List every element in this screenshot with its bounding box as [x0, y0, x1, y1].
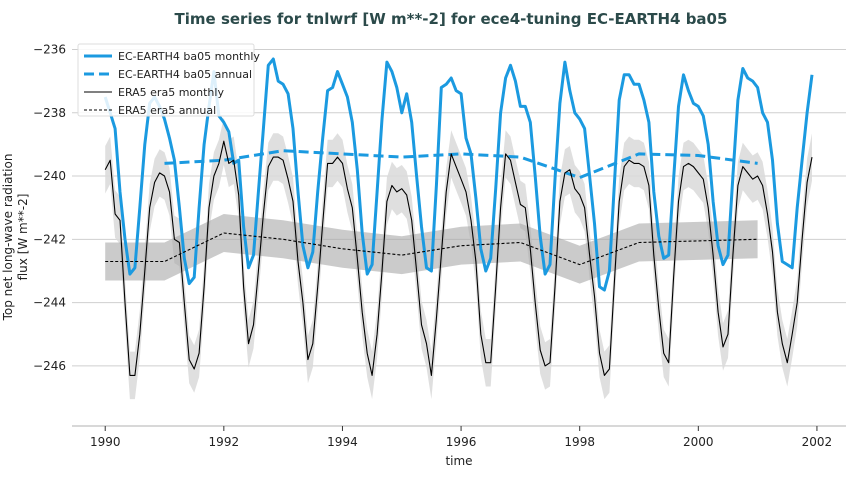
x-tick-label: 1998: [564, 435, 595, 449]
x-tick-label: 1992: [209, 435, 240, 449]
legend-label-era5-era5-annual: ERA5 era5 annual: [118, 104, 216, 117]
y-tick-label: −246: [33, 359, 66, 373]
legend-label-era5-era5-monthly: ERA5 era5 monthly: [118, 86, 224, 99]
y-tick-label: −236: [33, 42, 66, 56]
legend-label-ec-earth4-ba05-monthly: EC-EARTH4 ba05 monthly: [118, 50, 260, 63]
y-ticks: −246 −244 −242 −240 −238 −236: [33, 42, 66, 372]
y-tick-label: −242: [33, 232, 66, 246]
y-axis-label-line-1: Top net long-wave radiation: [1, 154, 15, 322]
x-tick-label: 1994: [327, 435, 358, 449]
y-tick-label: −244: [33, 296, 66, 310]
y-axis-label-line-2: flux [W m**-2]: [16, 194, 30, 281]
chart-title: Time series for tnlwrf [W m**-2] for ece…: [175, 10, 728, 28]
legend: EC-EARTH4 ba05 monthly EC-EARTH4 ba05 ann…: [78, 44, 260, 117]
x-tick-label: 2002: [802, 435, 833, 449]
x-tick-label: 1990: [90, 435, 121, 449]
x-ticks: 1990 1992 1994 1996 1998 2000 2002: [90, 426, 832, 449]
legend-label-ec-earth4-ba05-annual: EC-EARTH4 ba05 annual: [118, 68, 252, 81]
x-axis-label: time: [445, 454, 472, 468]
y-tick-label: −240: [33, 169, 66, 183]
y-tick-label: −238: [33, 106, 66, 120]
y-axis-label: Top net long-wave radiation flux [W m**-…: [1, 154, 30, 322]
x-tick-label: 1996: [446, 435, 477, 449]
x-tick-label: 2000: [683, 435, 714, 449]
